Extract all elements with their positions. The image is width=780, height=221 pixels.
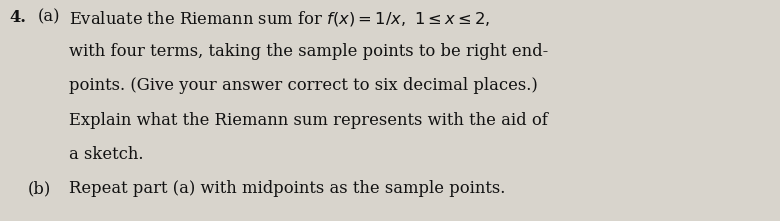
Text: Explain what the Riemann sum represents with the aid of: Explain what the Riemann sum represents … <box>69 112 548 129</box>
Text: Repeat part (a) with midpoints as the sample points.: Repeat part (a) with midpoints as the sa… <box>69 180 505 197</box>
Text: points. (Give your answer correct to six decimal places.): points. (Give your answer correct to six… <box>69 77 537 94</box>
Text: Evaluate the Riemann sum for $f(x) = 1/x,\ 1 \leq x \leq 2,$: Evaluate the Riemann sum for $f(x) = 1/x… <box>69 9 490 28</box>
Text: 4.: 4. <box>9 9 27 26</box>
Text: (b): (b) <box>28 180 51 197</box>
Text: a sketch.: a sketch. <box>69 146 144 163</box>
Text: with four terms, taking the sample points to be right end-: with four terms, taking the sample point… <box>69 43 548 60</box>
Text: (a): (a) <box>37 9 60 26</box>
